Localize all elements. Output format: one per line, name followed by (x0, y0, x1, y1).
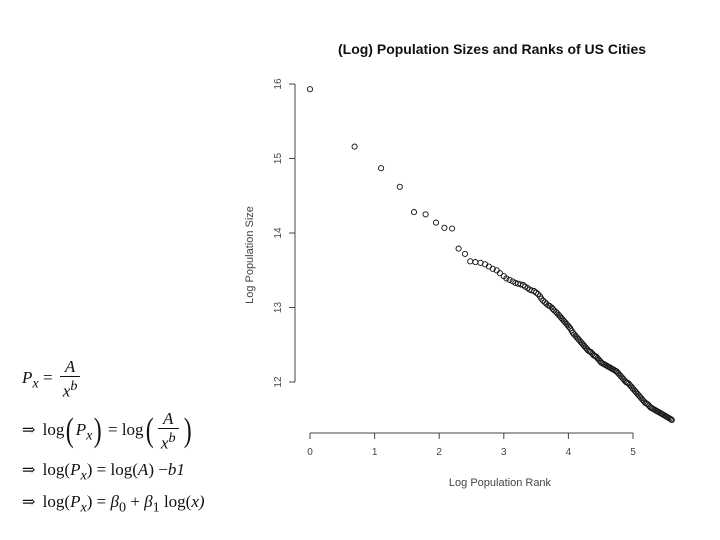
eq4-beta1: β (144, 492, 153, 511)
y-tick-label-13: 13 (273, 302, 284, 314)
y-axis-label: Log Population Size (244, 206, 256, 304)
data-point (351, 143, 358, 150)
data-point (496, 270, 503, 277)
data-point (531, 288, 538, 295)
data-point (449, 225, 456, 232)
y-tick-label-15: 15 (273, 153, 284, 165)
data-point (461, 250, 469, 257)
eq3-log-right: log (110, 460, 133, 479)
eq2-x-sub: x (86, 427, 93, 444)
x-tick-label-1: 1 (372, 447, 378, 458)
equation-3: ⇒ log(Px) = log(A) −b1 (22, 460, 185, 484)
eq1-x: x (62, 381, 71, 401)
eq2-log-right: log (121, 420, 144, 440)
eq1-a: A (64, 357, 76, 376)
data-point (306, 86, 314, 93)
data-point (396, 183, 403, 190)
eq1-fraction: A xb (59, 357, 81, 401)
equation-1: Px = A xb (22, 358, 83, 401)
eq2-b: b (168, 430, 176, 446)
data-point (520, 282, 527, 289)
implies-icon: ⇒ (22, 420, 36, 440)
eq4-beta1-sub: 1 (152, 499, 160, 516)
eq3-a: A (137, 460, 149, 479)
eq4-x-sub: x (80, 499, 87, 516)
power-law-equations: Px = A xb ⇒ log(Px) = log( A xb ) ⇒ log(… (22, 356, 252, 526)
data-point (549, 305, 556, 313)
eq4-log-x: log( (163, 492, 192, 511)
chart-title: (Log) Population Sizes and Ranks of US C… (338, 41, 646, 57)
data-point (546, 302, 553, 310)
implies-icon: ⇒ (22, 460, 36, 479)
data-point (378, 165, 385, 172)
data-point (503, 275, 510, 282)
x-tick-label-4: 4 (566, 447, 572, 458)
x-axis-label: Log Population Rank (449, 477, 552, 489)
eq3-x-sub: x (80, 467, 87, 484)
data-point (432, 219, 440, 226)
eq4-beta0-sub: 0 (118, 499, 127, 516)
x-tick-label-0: 0 (307, 447, 313, 458)
eq1-x-sub: x (32, 375, 39, 392)
eq4-log-left: log (42, 492, 65, 511)
equation-2: ⇒ log(Px) = log( A xb ) (22, 409, 192, 453)
data-point (410, 209, 418, 216)
data-point (472, 259, 479, 266)
data-point (441, 224, 448, 231)
data-point (668, 416, 675, 423)
eq1-p: P (22, 368, 33, 388)
eq2-log-left: log (42, 420, 65, 440)
data-point (467, 258, 474, 265)
eq2-x: x (160, 433, 169, 453)
x-tick-label-2: 2 (436, 447, 442, 458)
axes (289, 83, 634, 439)
data-point (540, 297, 547, 304)
x-tick-label-3: 3 (501, 447, 507, 458)
data-point (455, 245, 462, 252)
eq1-equals: = (42, 368, 53, 388)
y-tick-label-12: 12 (273, 376, 284, 388)
data-point (489, 265, 496, 272)
eq2-a: A (163, 409, 174, 428)
eq4-p: P (70, 492, 81, 511)
eq4-beta0: β (110, 492, 119, 511)
data-point (668, 416, 675, 424)
data-point (533, 289, 540, 296)
data-point (422, 211, 429, 218)
y-tick-label-14: 14 (273, 227, 284, 239)
eq3-equals: = (96, 460, 107, 479)
data-point (506, 276, 513, 283)
data-point (542, 299, 549, 306)
eq4-plus: + (130, 492, 140, 511)
equation-4: ⇒ log(Px) = β0 + β1 log(x) (22, 492, 205, 516)
eq3-b1: b1 (167, 460, 185, 479)
eq2-fraction: A xb (157, 409, 179, 453)
y-tick-label-16: 16 (273, 78, 284, 90)
eq3-log-left: log (42, 460, 65, 479)
eq3-p: P (70, 460, 81, 479)
data-point (551, 307, 558, 314)
data-points (306, 86, 675, 424)
eq1-b: b (70, 378, 78, 394)
x-tick-label-5: 5 (630, 447, 636, 458)
eq4-x-tail: x) (191, 492, 205, 511)
implies-icon: ⇒ (22, 492, 36, 511)
eq2-equals: = (107, 420, 118, 440)
eq4-equals: = (96, 492, 107, 511)
eq2-p: P (75, 420, 87, 440)
